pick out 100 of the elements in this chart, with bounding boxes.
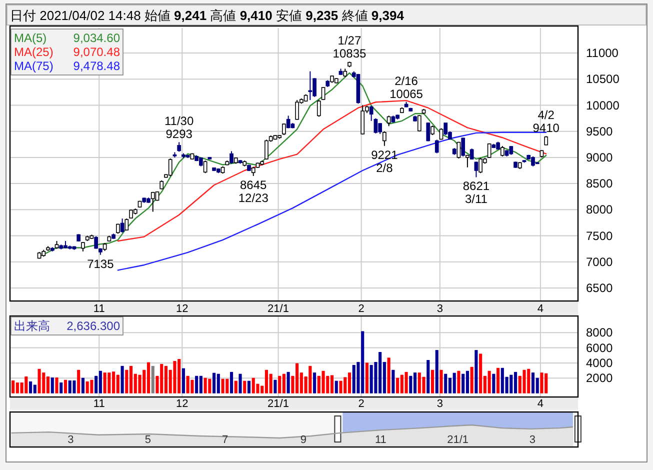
candlestick xyxy=(230,150,234,164)
annotation: 2,636.300 xyxy=(66,319,120,333)
x-tick-label: 11 xyxy=(374,434,386,446)
bar xyxy=(38,368,41,394)
bar xyxy=(90,380,94,394)
bar xyxy=(238,374,242,394)
candlestick xyxy=(434,139,439,154)
bar xyxy=(29,381,32,394)
candlestick xyxy=(81,242,85,252)
bar xyxy=(430,370,434,394)
bar xyxy=(204,378,207,394)
bar xyxy=(496,368,500,394)
y-tick-label: 8500 xyxy=(586,176,614,191)
bar xyxy=(108,372,111,394)
candlestick xyxy=(116,223,120,234)
bar xyxy=(173,360,176,394)
bar xyxy=(199,376,202,394)
bar xyxy=(479,354,482,394)
candlestick xyxy=(444,122,448,136)
x-tick-label: 21/1 xyxy=(268,303,289,315)
y-tick-label: 4000 xyxy=(586,356,614,370)
candlestick xyxy=(382,130,386,146)
bar xyxy=(72,380,76,394)
x-tick-label: 5 xyxy=(144,434,151,446)
bar xyxy=(151,366,154,394)
candlestick xyxy=(120,218,124,234)
candlestick xyxy=(150,191,155,212)
bar xyxy=(452,372,456,394)
bar xyxy=(396,378,400,394)
bar xyxy=(444,374,448,394)
candlestick xyxy=(94,236,98,250)
bar xyxy=(264,370,268,394)
y-tick-label: 11000 xyxy=(586,46,619,60)
annotation: 3/11 xyxy=(464,192,488,206)
bar xyxy=(98,370,102,394)
bar xyxy=(55,377,58,394)
annotation: 9293 xyxy=(166,127,193,142)
bar xyxy=(221,378,224,394)
candlestick xyxy=(461,137,466,157)
bar xyxy=(146,362,150,394)
bar xyxy=(182,368,185,394)
bar xyxy=(274,380,277,394)
y-tick-label: 8000 xyxy=(586,202,614,217)
candlestick xyxy=(286,115,290,129)
bar xyxy=(457,370,460,394)
annotation: 11/30 xyxy=(164,114,194,128)
bar xyxy=(230,372,234,394)
candlestick xyxy=(500,145,504,157)
bar xyxy=(466,370,469,394)
bar xyxy=(120,366,124,394)
bar xyxy=(24,376,28,394)
legend: MA(5) 9,034.60 MA(25) 9,070.48 MA(75) 9,478.48 xyxy=(10,28,124,76)
x-tick-label: 4 xyxy=(537,303,544,315)
bar xyxy=(510,374,513,394)
candlestick xyxy=(282,123,286,136)
chart-title: 日付 2021/04/02 14:48 始値 9,241 高値 9,410 安値 9,235 終値 9,394 xyxy=(10,8,405,23)
x-tick-label: 2 xyxy=(358,303,364,315)
annotation: 10065 xyxy=(390,86,424,101)
bar xyxy=(522,370,526,394)
bar xyxy=(247,380,251,394)
y-tick-label: 10500 xyxy=(586,72,620,86)
annotation: 2/16 xyxy=(394,74,418,88)
x-tick-label: 3 xyxy=(68,434,74,446)
bar xyxy=(286,372,290,394)
y-tick-label: 9000 xyxy=(586,150,614,164)
candlestick xyxy=(168,158,172,177)
bar xyxy=(426,360,430,394)
x-tick-label: 4 xyxy=(537,398,544,410)
candlestick xyxy=(203,160,208,174)
annotation: 8621 xyxy=(462,179,490,194)
bar xyxy=(488,370,491,394)
bar xyxy=(86,381,89,394)
x-tick-label: 11 xyxy=(93,398,105,410)
x-tick-label: 11 xyxy=(93,303,105,315)
bar xyxy=(190,380,194,394)
bar xyxy=(64,380,68,394)
candlestick xyxy=(430,125,434,136)
annotation: 9,478.48 xyxy=(73,59,120,73)
candlestick xyxy=(417,114,422,132)
bar xyxy=(462,374,465,394)
bar xyxy=(282,374,286,394)
annotation: 9221 xyxy=(371,148,398,162)
bar xyxy=(278,376,282,394)
annotation: 9410 xyxy=(532,121,560,136)
candlestick xyxy=(369,105,374,122)
bar xyxy=(103,372,106,394)
bar xyxy=(116,374,120,394)
bar xyxy=(540,372,544,394)
candlestick xyxy=(544,136,548,146)
y-tick-label: 2000 xyxy=(586,371,614,386)
bar xyxy=(334,380,338,394)
y-tick-label: 6500 xyxy=(586,280,614,295)
candlestick xyxy=(177,142,182,152)
annotation: 8645 xyxy=(240,178,268,192)
x-tick-label: 2 xyxy=(358,398,364,410)
annotation: 12/23 xyxy=(238,190,269,205)
bar xyxy=(470,366,474,394)
bar xyxy=(195,376,198,394)
candlestick xyxy=(360,104,365,135)
bar xyxy=(365,362,368,394)
